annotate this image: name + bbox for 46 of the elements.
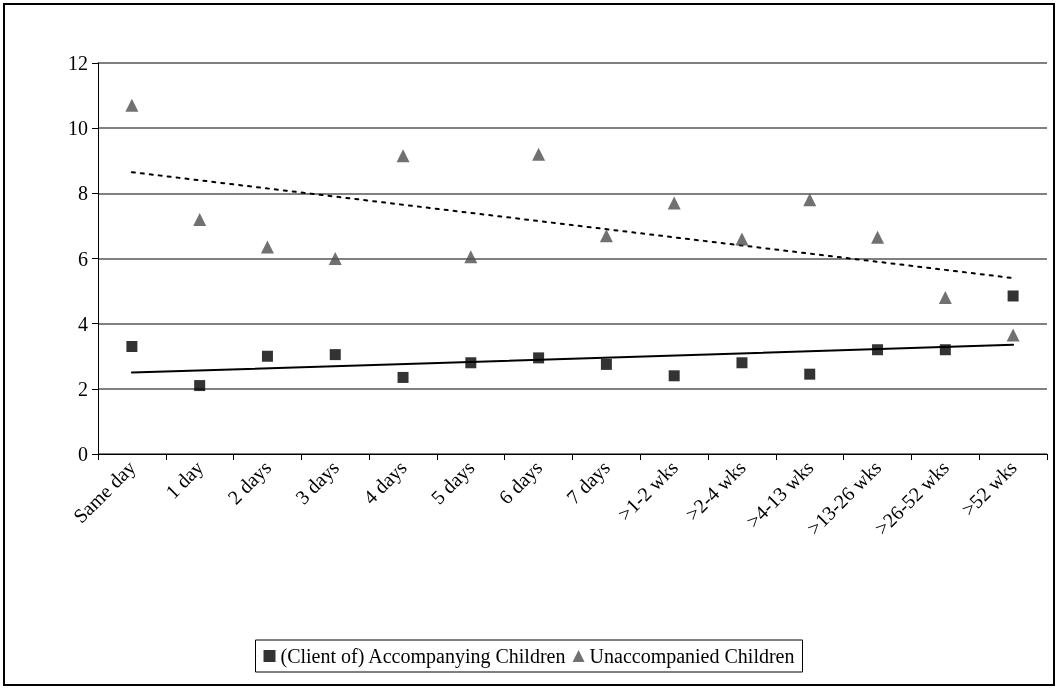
point [1006, 328, 1020, 342]
y-tick-label: 6 [78, 247, 88, 270]
point [260, 240, 274, 254]
point [328, 252, 342, 265]
point [872, 344, 884, 356]
point [465, 357, 477, 369]
x-tick-label: 2 days [223, 456, 277, 509]
point [736, 357, 748, 369]
point [939, 344, 951, 356]
point [938, 291, 952, 305]
point [396, 149, 410, 163]
legend-label: (Client of) Accompanying Children [280, 645, 566, 668]
point [533, 352, 545, 364]
point [397, 371, 409, 383]
point [464, 250, 478, 264]
point [126, 340, 138, 352]
point [125, 98, 139, 112]
point [735, 232, 749, 246]
x-tick-label: 3 days [290, 456, 344, 509]
point [329, 349, 341, 361]
x-tick-label: 4 days [358, 456, 412, 509]
legend-label: Unaccompanied Children [589, 645, 795, 668]
x-tick-label: 6 days [494, 456, 548, 509]
point [667, 196, 681, 210]
y-tick-label: 8 [78, 182, 88, 205]
point [599, 229, 613, 243]
y-tick-label: 0 [78, 443, 88, 465]
point [668, 370, 680, 382]
point [600, 358, 612, 370]
x-tick-label: >1-2 wks [613, 456, 683, 525]
x-tick-label: 1 day [160, 456, 209, 504]
point [532, 147, 546, 161]
y-tick-label: 10 [68, 117, 88, 140]
point [871, 230, 885, 244]
y-tick-label: 12 [68, 52, 88, 74]
x-tick-label: >52 wks [956, 456, 1022, 521]
point [193, 212, 207, 226]
point [1007, 290, 1019, 302]
y-tick-label: 4 [78, 312, 88, 335]
x-tick-label: 7 days [562, 456, 616, 509]
point [194, 380, 206, 392]
y-tick-label: 2 [78, 377, 88, 400]
point [803, 193, 817, 207]
point [261, 350, 273, 362]
x-tick-label: 5 days [426, 456, 480, 509]
point [804, 368, 816, 380]
